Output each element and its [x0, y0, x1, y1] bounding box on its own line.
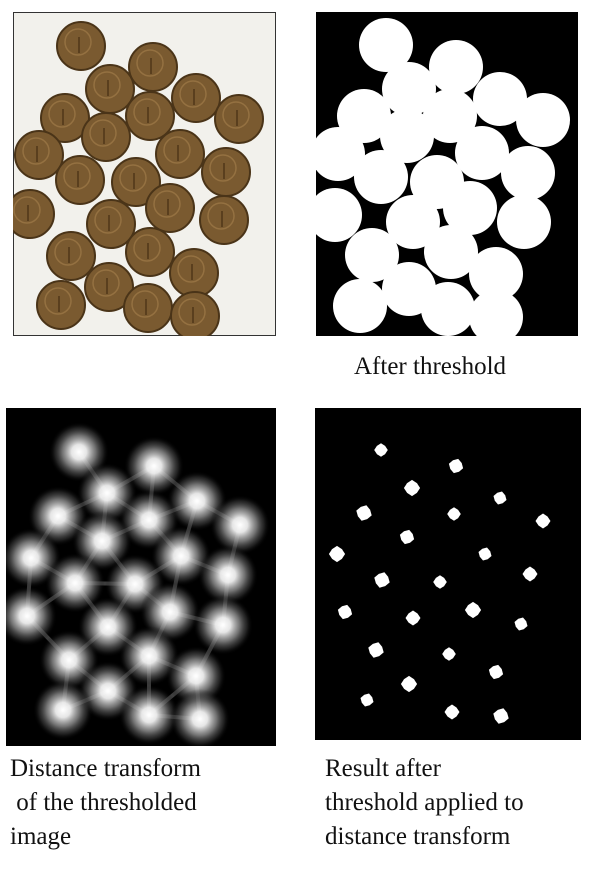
- result-blob: [374, 443, 388, 457]
- distance-caption-line-2: of the thresholded: [10, 789, 197, 816]
- coin: [55, 155, 105, 205]
- threshold-blob: [354, 150, 408, 204]
- threshold-blob: [443, 181, 497, 235]
- coin: [199, 195, 249, 245]
- threshold-blob: [424, 225, 478, 279]
- original-coins-panel: [13, 12, 276, 336]
- result-caption-line-3: distance transform: [325, 823, 511, 850]
- threshold-blob: [380, 109, 434, 163]
- threshold-blob: [421, 282, 475, 336]
- coin: [13, 189, 55, 239]
- original-coins-image: [13, 12, 276, 336]
- result-blob: [400, 675, 418, 693]
- distance-transform-panel: [6, 408, 276, 746]
- threshold-blob: [386, 195, 440, 249]
- distance-peak: [166, 646, 226, 706]
- coin: [36, 280, 86, 330]
- coin: [201, 147, 251, 197]
- distance-peak: [198, 545, 258, 605]
- threshold-blob: [455, 126, 509, 180]
- result-caption-line-1: Result after: [325, 755, 441, 782]
- distance-peak: [119, 626, 179, 686]
- result-blob: [356, 505, 372, 521]
- coin: [125, 91, 175, 141]
- coin: [123, 283, 173, 333]
- result-blob: [522, 566, 538, 582]
- threshold-blob: [469, 290, 523, 336]
- distance-peak: [119, 685, 179, 745]
- threshold-panel: [316, 12, 578, 336]
- coin: [56, 21, 106, 71]
- threshold-blob: [429, 40, 483, 94]
- coin: [170, 291, 220, 336]
- result-blob: [337, 604, 353, 620]
- coin: [81, 112, 131, 162]
- result-blob: [535, 513, 551, 529]
- coin: [14, 130, 64, 180]
- result-caption-line-2: threshold applied to: [325, 789, 524, 816]
- threshold-blob: [382, 62, 436, 116]
- threshold-blob: [345, 228, 399, 282]
- coin: [155, 129, 205, 179]
- result-blob: [399, 529, 415, 545]
- coin: [214, 94, 264, 144]
- threshold-caption: After threshold: [354, 353, 507, 380]
- coin: [171, 73, 221, 123]
- distance-peak: [6, 586, 57, 646]
- distance-peak: [170, 689, 230, 746]
- coin: [85, 64, 135, 114]
- result-blob: [488, 664, 504, 680]
- coin: [40, 93, 90, 143]
- result-blob: [447, 507, 461, 521]
- result-blob: [405, 610, 421, 626]
- coin: [111, 157, 161, 207]
- threshold-blob: [316, 127, 365, 181]
- result-blob: [328, 545, 346, 563]
- coin: [169, 248, 219, 298]
- result-blob: [493, 491, 507, 505]
- threshold-blob: [469, 247, 523, 301]
- distance-caption-line-1: Distance transform: [10, 755, 201, 782]
- distance-peak: [193, 595, 253, 655]
- result-blob: [464, 601, 482, 619]
- result-image: [315, 408, 581, 740]
- result-blob: [403, 479, 421, 497]
- result-blob: [442, 647, 456, 661]
- threshold-blob: [423, 89, 477, 143]
- result-blob: [433, 575, 447, 589]
- result-panel: [315, 408, 581, 740]
- threshold-blob: [516, 93, 570, 147]
- distance-peak: [33, 680, 93, 740]
- distance-peak: [151, 526, 211, 586]
- coin: [128, 42, 178, 92]
- coin: [84, 262, 134, 312]
- distance-transform-image: [6, 408, 276, 746]
- distance-caption-line-3: image: [10, 823, 72, 850]
- result-blob: [374, 572, 390, 588]
- result-blob: [448, 458, 464, 474]
- result-blob: [360, 693, 374, 707]
- coin: [125, 227, 175, 277]
- distance-peak: [124, 436, 184, 496]
- threshold-blob: [359, 18, 413, 72]
- coin: [46, 231, 96, 281]
- result-blob: [493, 708, 509, 724]
- thresholded-image: [316, 12, 578, 336]
- result-blob: [514, 617, 528, 631]
- coin: [86, 199, 136, 249]
- coin: [145, 183, 195, 233]
- result-blob: [444, 704, 460, 720]
- result-blob: [368, 642, 384, 658]
- threshold-blob: [473, 72, 527, 126]
- distance-peak: [210, 495, 270, 555]
- distance-peak: [45, 553, 105, 613]
- threshold-blob: [316, 188, 362, 242]
- threshold-blob: [333, 279, 387, 333]
- result-blob: [478, 547, 492, 561]
- threshold-blob: [497, 195, 551, 249]
- threshold-blob: [337, 89, 391, 143]
- threshold-blob: [501, 146, 555, 200]
